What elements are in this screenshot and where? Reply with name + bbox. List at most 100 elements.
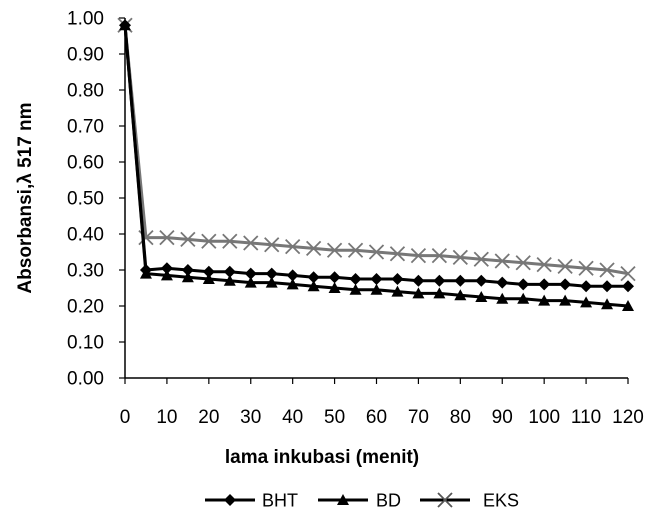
data-point-bht <box>307 271 320 284</box>
data-point-bd <box>580 296 593 308</box>
data-point-bd <box>181 271 194 283</box>
y-axis-title: Absorbansi,λ 517 nm <box>15 102 36 293</box>
x-tick-label: 0 <box>120 407 131 428</box>
legend: BHT BD EKS <box>205 491 519 511</box>
x-tick-label: 90 <box>492 407 513 428</box>
data-point-eks <box>536 256 552 273</box>
x-tick-label: 110 <box>571 407 601 428</box>
x-tick-label: 80 <box>450 407 471 428</box>
y-tick-label: 0.50 <box>67 189 104 210</box>
data-point-bht <box>601 280 614 293</box>
data-point-bd <box>349 283 362 295</box>
data-point-bht <box>496 276 509 289</box>
data-point-eks <box>473 251 489 267</box>
series-line-bht <box>123 25 628 288</box>
data-point-eks <box>285 238 301 255</box>
data-point-bd <box>559 294 572 306</box>
legend-marker-eks <box>437 492 453 508</box>
y-tick-label: 0.40 <box>67 225 104 246</box>
data-point-eks <box>494 253 510 269</box>
legend-marker-bht <box>224 494 236 506</box>
legend-item-eks: EKS <box>420 491 519 511</box>
tick-labels: 0.00 0.10 0.20 0.30 0.40 0.50 0.60 0.70 0.80 0.90… <box>67 9 644 429</box>
data-point-bht <box>119 19 131 32</box>
data-point-bd <box>202 273 215 284</box>
y-tick-label: 0.30 <box>67 261 104 282</box>
data-point-bht <box>454 274 467 287</box>
series-eks <box>117 17 636 282</box>
data-point-bht <box>244 267 257 280</box>
data-point-bht <box>328 271 341 284</box>
data-point-bd <box>265 276 278 288</box>
data-point-eks <box>389 246 406 262</box>
data-point-bd <box>601 298 614 310</box>
data-point-bht <box>265 267 278 280</box>
x-tick-label: 50 <box>324 407 345 428</box>
series-bd <box>119 19 634 311</box>
data-point-eks <box>243 235 259 251</box>
legend-label-bd: BD <box>376 491 401 511</box>
data-point-eks <box>557 258 573 275</box>
legend-label-bht: BHT <box>262 491 298 511</box>
data-point-bd <box>286 278 299 290</box>
data-point-bht <box>580 280 593 293</box>
data-point-bd <box>496 292 509 304</box>
data-point-eks <box>305 240 322 257</box>
data-point-eks <box>264 237 280 253</box>
data-point-bd <box>328 282 341 293</box>
data-point-bd <box>412 287 425 299</box>
y-tick-label: 0.90 <box>67 45 104 66</box>
data-point-bht <box>370 273 383 285</box>
data-point-bd <box>622 300 634 311</box>
legend-marker-bd <box>337 494 349 505</box>
x-tick-label: 10 <box>156 407 177 428</box>
data-point-eks <box>431 247 448 264</box>
data-point-bht <box>559 278 572 291</box>
x-tick-label: 60 <box>366 407 387 428</box>
data-point-eks <box>159 229 175 246</box>
data-point-bht <box>475 274 488 287</box>
series-bht <box>119 19 634 293</box>
data-point-eks <box>201 233 217 249</box>
data-point-eks <box>515 255 531 271</box>
data-point-bd <box>307 280 320 292</box>
legend-item-bd: BD <box>318 491 401 511</box>
data-point-bd <box>370 283 383 295</box>
x-tick-label: 40 <box>282 407 303 428</box>
data-point-eks <box>180 231 196 248</box>
series-group <box>117 17 636 311</box>
x-tick-label: 30 <box>240 407 261 428</box>
data-point-eks <box>578 260 594 276</box>
data-point-bd <box>160 269 173 281</box>
y-tick-label: 1.00 <box>67 9 104 30</box>
data-point-eks <box>620 265 636 282</box>
data-point-eks <box>599 262 615 278</box>
x-tick-label: 120 <box>612 407 644 428</box>
data-point-bht <box>286 269 299 282</box>
data-point-bd <box>517 292 530 304</box>
y-tick-label: 0.70 <box>67 117 104 138</box>
data-point-bd <box>538 294 551 306</box>
data-point-eks <box>326 242 343 258</box>
legend-item-bht: BHT <box>205 491 298 511</box>
data-point-bht <box>223 265 236 278</box>
data-point-bht <box>181 264 194 276</box>
data-point-eks <box>452 249 468 266</box>
data-point-eks <box>368 244 385 260</box>
y-tick-label: 0.60 <box>67 153 104 174</box>
x-axis-title: lama inkubasi (menit) <box>225 447 419 468</box>
x-tick-label: 70 <box>408 407 429 428</box>
data-point-bht <box>517 278 530 291</box>
y-tick-label: 0.80 <box>67 81 104 102</box>
y-tick-label: 0.10 <box>67 333 104 354</box>
data-point-bht <box>349 273 362 285</box>
axes <box>119 17 629 384</box>
data-point-bht <box>412 274 425 287</box>
data-point-bd <box>433 287 446 299</box>
legend-label-eks: EKS <box>483 491 519 511</box>
data-point-eks <box>410 247 427 264</box>
data-point-bd <box>391 285 404 297</box>
data-point-bht <box>160 262 173 275</box>
data-point-bd <box>244 276 257 288</box>
